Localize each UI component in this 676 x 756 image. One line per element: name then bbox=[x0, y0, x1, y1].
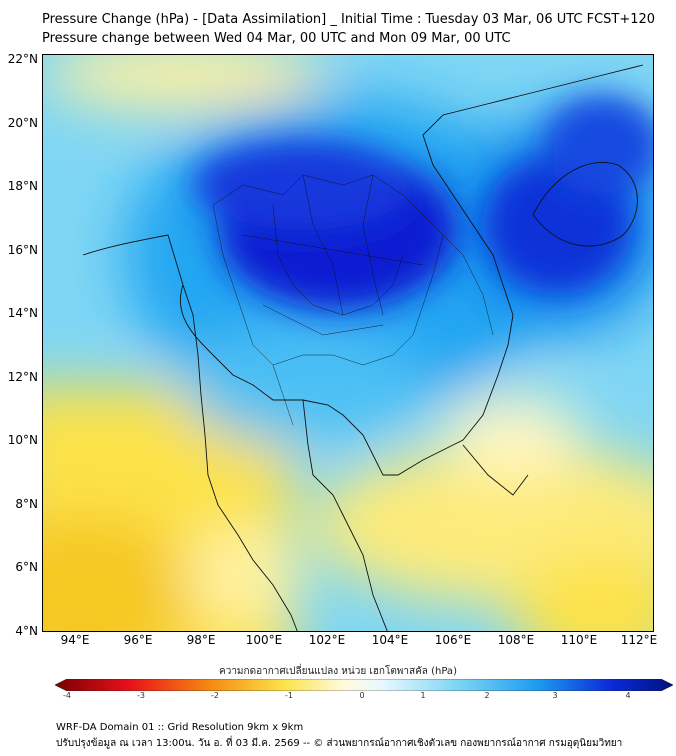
lat-tick-22: 22°N bbox=[7, 52, 38, 66]
lon-tick-110: 110°E bbox=[560, 633, 598, 647]
pressure-change-map bbox=[42, 54, 654, 632]
footer-update-info: ปรับปรุงข้อมูล ณ เวลา 13:00น. วัน อ. ที่… bbox=[56, 738, 623, 749]
colorbar-tick: 2 bbox=[484, 691, 490, 700]
lon-tick-112: 112°E bbox=[620, 633, 658, 647]
lat-tick-6: 6°N bbox=[15, 560, 38, 574]
footer-model-info: WRF-DA Domain 01 :: Grid Resolution 9km … bbox=[56, 722, 304, 733]
colorbar-tick: 4 bbox=[625, 691, 631, 700]
lat-tick-10: 10°N bbox=[7, 433, 38, 447]
lat-tick-12: 12°N bbox=[7, 370, 38, 384]
colorbar-tick: 0 bbox=[359, 691, 365, 700]
lon-tick-96: 96°E bbox=[123, 633, 153, 647]
colorbar-tick: -4 bbox=[63, 691, 71, 700]
map-canvas bbox=[43, 55, 653, 631]
lon-tick-98: 98°E bbox=[186, 633, 216, 647]
lat-tick-20: 20°N bbox=[7, 116, 38, 130]
lat-tick-4: 4°N bbox=[15, 624, 38, 638]
lon-tick-102: 102°E bbox=[308, 633, 346, 647]
lat-tick-18: 18°N bbox=[7, 179, 38, 193]
colorbar-label: ความกดอากาศเปลี่ยนแปลง หน่วย เฮกโตพาสคัล… bbox=[219, 666, 457, 677]
lon-tick-100: 100°E bbox=[245, 633, 283, 647]
lon-tick-104: 104°E bbox=[371, 633, 409, 647]
colorbar-tick: -1 bbox=[285, 691, 293, 700]
lat-tick-14: 14°N bbox=[7, 306, 38, 320]
lon-tick-108: 108°E bbox=[497, 633, 535, 647]
colorbar-bar bbox=[55, 679, 673, 691]
colorbar-tick: -2 bbox=[211, 691, 219, 700]
map-subtitle: Pressure change between Wed 04 Mar, 00 U… bbox=[42, 31, 511, 46]
lat-tick-16: 16°N bbox=[7, 243, 38, 257]
colorbar-tick: 1 bbox=[420, 691, 426, 700]
colorbar-tick: -3 bbox=[137, 691, 145, 700]
colorbar bbox=[55, 679, 673, 691]
lon-tick-94: 94°E bbox=[60, 633, 90, 647]
colorbar-tick: 3 bbox=[552, 691, 558, 700]
map-title: Pressure Change (hPa) - [Data Assimilati… bbox=[42, 12, 656, 27]
pressure-fall-core bbox=[193, 95, 653, 310]
lat-tick-8: 8°N bbox=[15, 497, 38, 511]
lon-tick-106: 106°E bbox=[434, 633, 472, 647]
coastlines bbox=[82, 64, 644, 631]
admin-borders bbox=[212, 174, 494, 426]
